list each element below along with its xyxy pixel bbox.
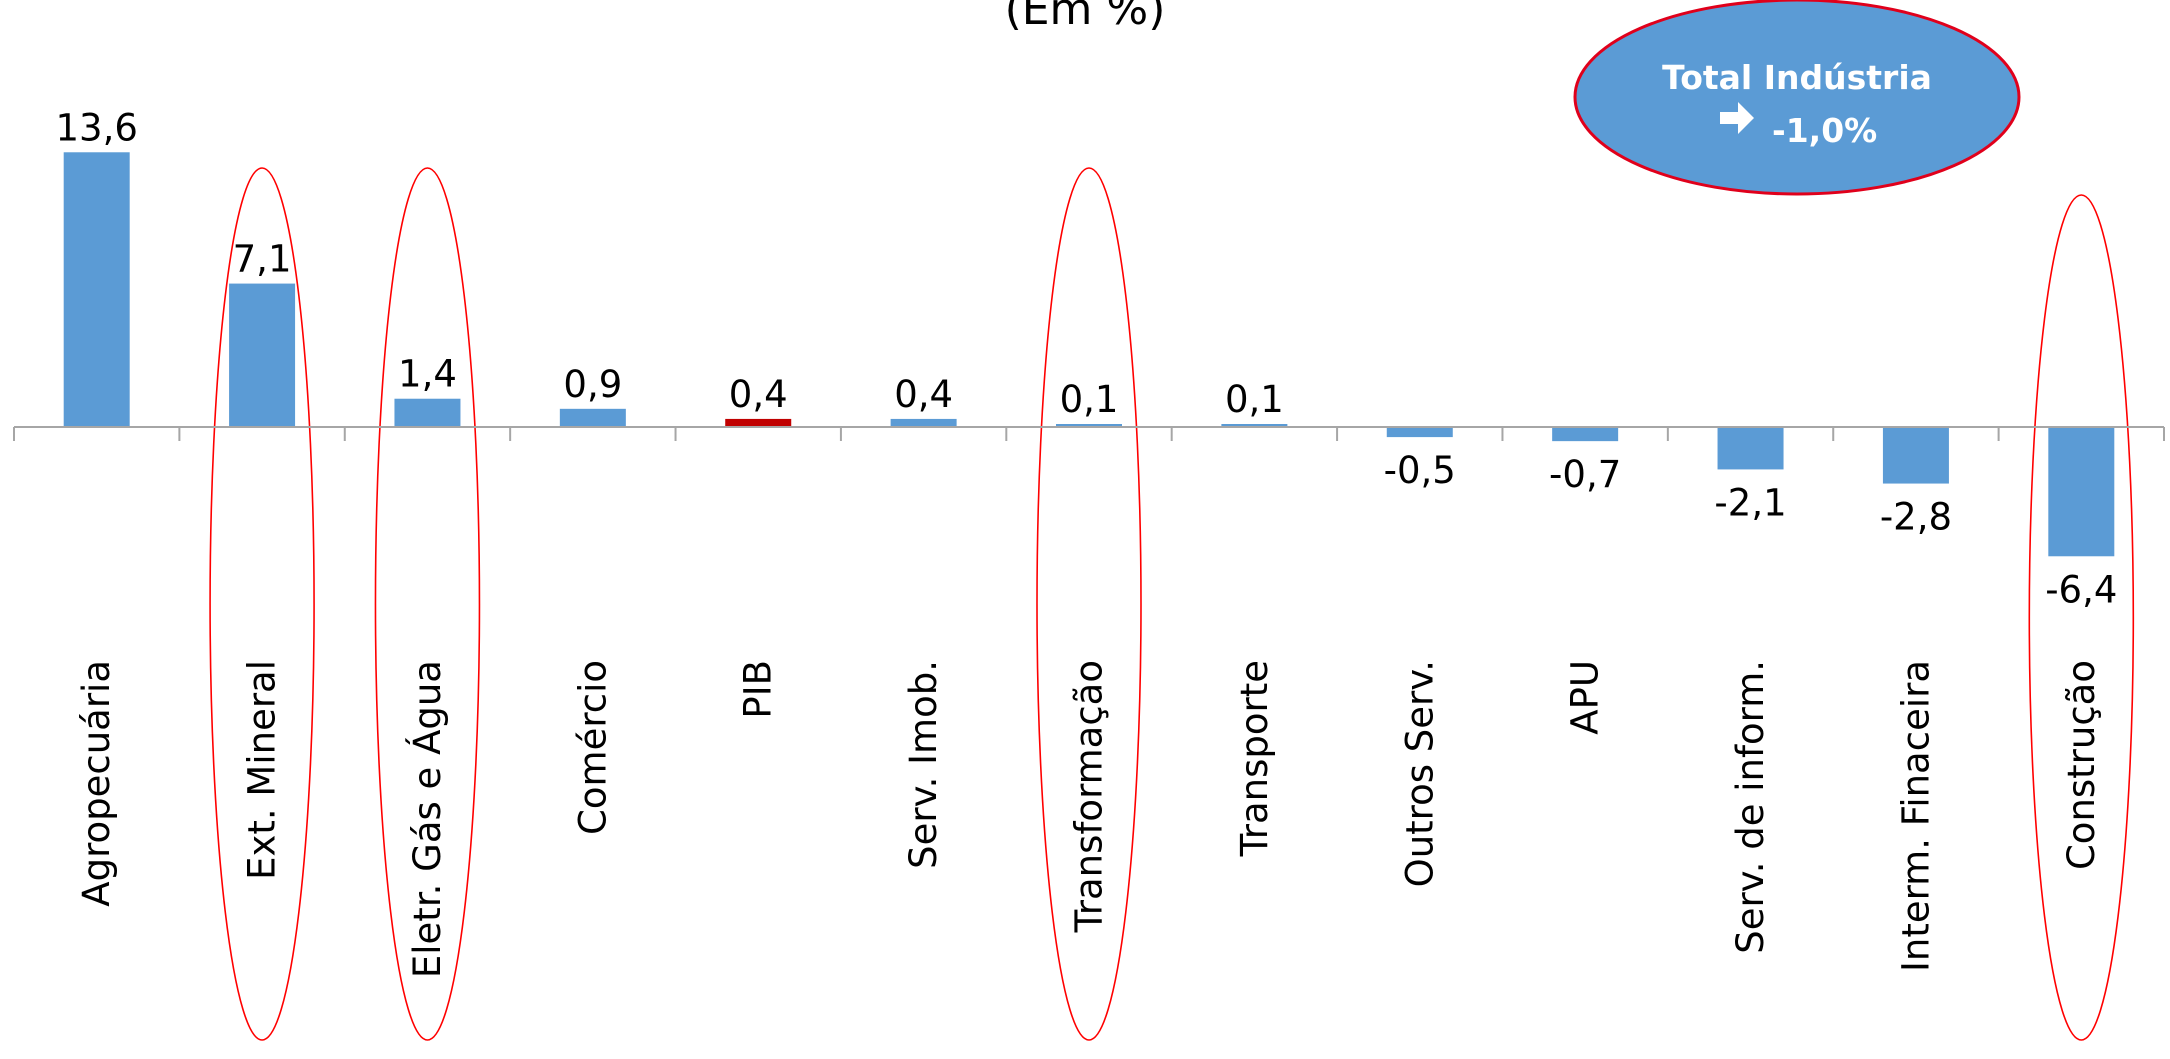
category-label: Serv. Imob. [902,660,945,869]
category-label: Transporte [1233,660,1276,857]
callout-title: Total Indústria [1662,58,1932,97]
highlight-ring [374,167,481,1041]
bar [229,283,296,427]
category-label: Interm. Finaceira [1894,660,1937,972]
highlight-ring [2028,194,2135,1041]
highlight-ring [1036,167,1142,1041]
chart-subtitle: (Em %) [1005,0,1166,35]
bar [1056,424,1122,427]
x-axis [13,426,2165,441]
bar [559,408,626,427]
bar [2048,427,2115,557]
data-label: 0,9 [563,363,622,406]
right-arrow-icon [1720,102,1754,134]
data-label: 13,6 [55,106,137,149]
category-label: PIB [737,660,780,719]
category-labels: Agropecuária Ext. Mineral Eletr. Gás e Águ… [75,660,2103,978]
category-label: Comércio [571,660,614,835]
total-industria-callout: Total Indústria -1,0% [1573,0,2021,196]
category-label: Eletr. Gás e Água [405,660,449,978]
bar [394,398,461,427]
data-label: 0,1 [1225,378,1284,421]
data-labels: 13,6 7,1 1,4 0,9 0,4 0,4 0,1 0,1 -0,5 -0,7 -2,1 -2,… [55,106,2117,611]
bar [890,418,957,427]
data-label: 7,1 [233,238,292,281]
data-label: 0,4 [894,373,953,416]
bar [1882,427,1949,484]
category-label: Agropecuária [75,660,118,907]
category-label: Ext. Mineral [241,660,284,880]
data-label: 0,4 [729,373,788,416]
bar [725,418,792,427]
category-label: APU [1564,660,1607,735]
callout-value: -1,0% [1772,111,1877,150]
highlight-ring [209,167,315,1041]
data-label: -6,4 [2045,568,2117,611]
data-label: -2,8 [1880,496,1952,539]
category-label: Outros Serv. [1398,660,1441,887]
bar [1552,427,1619,442]
bar [63,152,130,427]
category-label: Serv. de inform. [1729,660,1772,954]
highlight-rings [209,167,2135,1041]
bar [1717,427,1784,470]
data-label: -0,5 [1384,449,1456,492]
data-label: 0,1 [1060,378,1119,421]
data-label: 1,4 [398,353,457,396]
bars [63,152,2115,557]
data-label: -2,1 [1714,481,1786,524]
data-label: -0,7 [1549,453,1621,496]
category-label: Construção [2060,660,2103,870]
callout-ellipse [1573,0,2021,196]
category-label: Transformação [1068,660,1111,933]
bar [1221,424,1288,427]
bar [1386,427,1453,438]
